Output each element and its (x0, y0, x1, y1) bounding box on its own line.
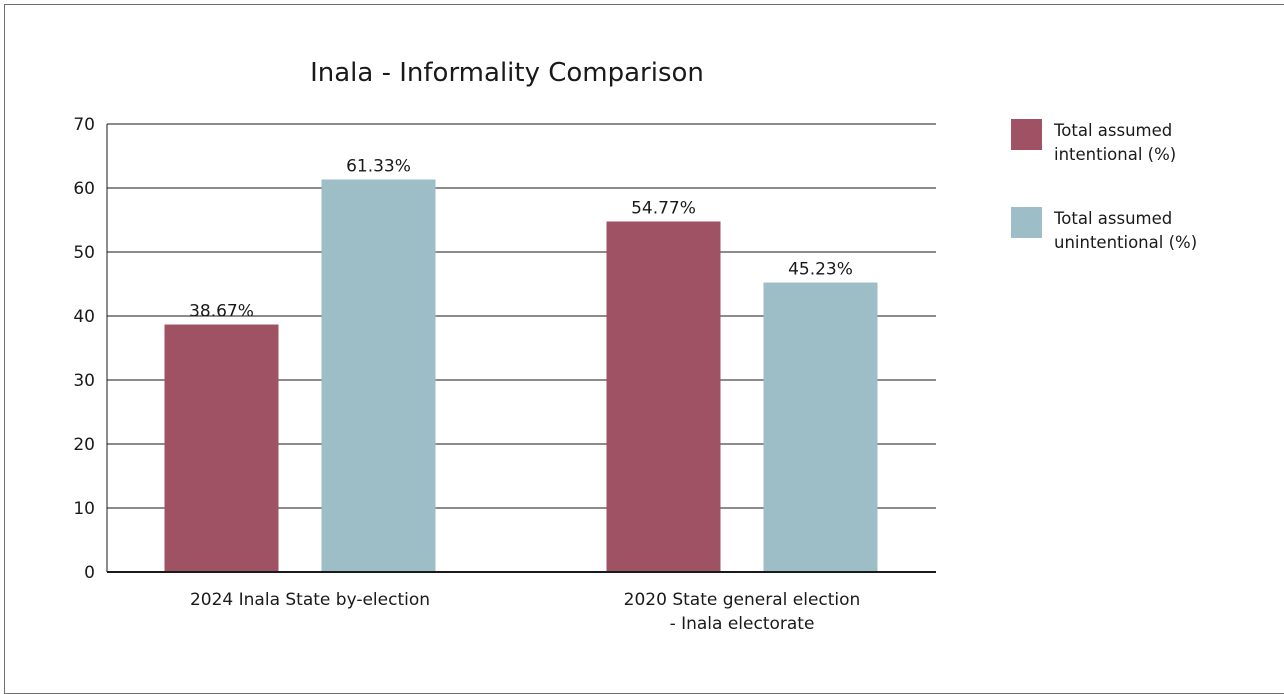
x-category-label: 2020 State general election (624, 590, 861, 610)
data-label: 54.77% (631, 198, 696, 218)
y-tick-label: 30 (73, 371, 95, 391)
legend-label: Total assumed (1053, 209, 1172, 228)
y-tick-label: 70 (73, 115, 95, 135)
y-tick-label: 0 (84, 563, 95, 583)
data-label: 38.67% (189, 302, 254, 322)
y-tick-label: 40 (73, 307, 95, 327)
data-label: 45.23% (788, 260, 853, 280)
legend-swatch-intentional (1011, 119, 1042, 150)
bar-unintentional (321, 179, 436, 572)
y-tick-label: 10 (73, 499, 95, 519)
y-tick-label: 60 (73, 179, 95, 199)
legend-label: intentional (%) (1054, 145, 1176, 164)
bar-unintentional (763, 282, 878, 572)
bar-intentional (606, 221, 721, 573)
legend-label: unintentional (%) (1054, 233, 1197, 252)
y-tick-label: 50 (73, 243, 95, 263)
y-tick-label: 20 (73, 435, 95, 455)
bar-intentional (164, 324, 279, 572)
data-label: 61.33% (346, 156, 411, 176)
x-category-label: - Inala electorate (670, 614, 815, 634)
chart-title: Inala - Informality Comparison (310, 58, 704, 88)
x-category-label: 2024 Inala State by-election (190, 590, 430, 610)
legend-label: Total assumed (1053, 121, 1172, 140)
legend-swatch-unintentional (1011, 207, 1042, 238)
